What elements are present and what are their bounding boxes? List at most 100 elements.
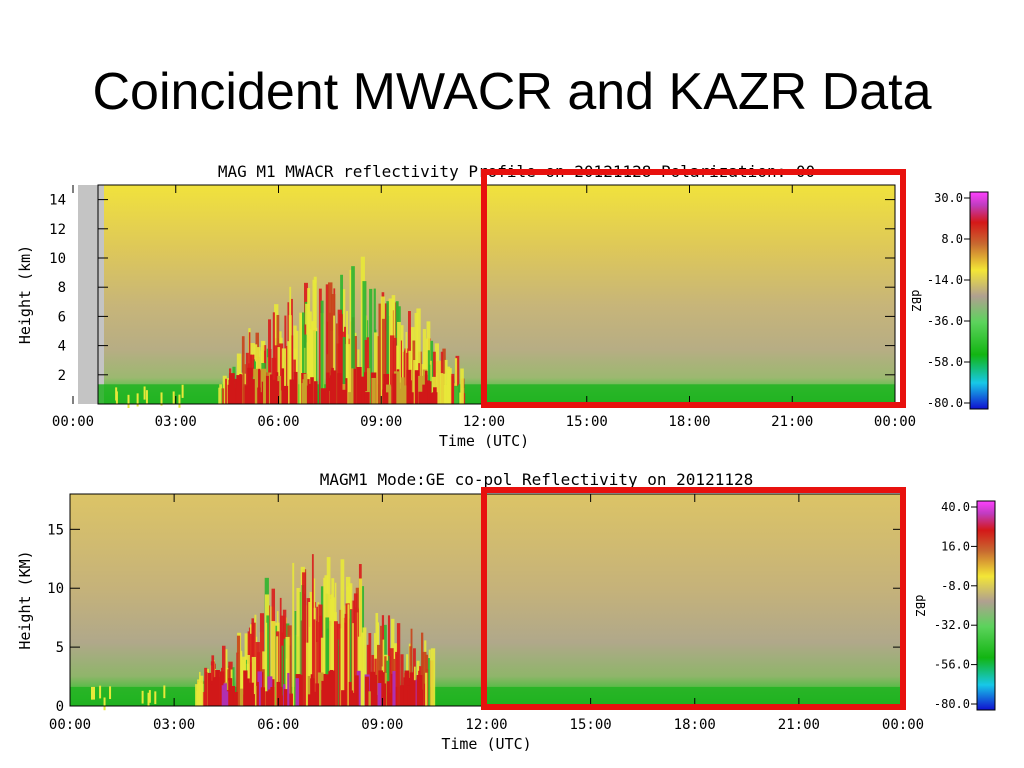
colorbar-tick-label: 30.0 xyxy=(934,191,963,205)
echo-core xyxy=(374,674,378,706)
echo-core xyxy=(418,375,424,404)
y-tick-label: 6 xyxy=(58,309,66,325)
echo-core xyxy=(263,374,266,404)
echo-streak xyxy=(335,323,338,404)
colorbar-tick-label: -36.0 xyxy=(927,314,963,328)
echo-core xyxy=(399,685,404,706)
echo-streak xyxy=(395,651,399,706)
echo-core xyxy=(258,392,263,404)
echo-streak xyxy=(195,684,199,706)
echo-streak xyxy=(318,288,322,404)
echo-streak xyxy=(378,303,383,404)
y-tick-label: 12 xyxy=(49,222,66,238)
echo-core xyxy=(260,687,266,706)
echo-core xyxy=(364,676,369,706)
echo-core xyxy=(247,367,253,404)
echo-core xyxy=(348,681,352,706)
echo-streak xyxy=(344,622,347,706)
echo-streak xyxy=(301,312,305,404)
x-tick-label: 12:00 xyxy=(465,717,507,733)
echo-streak xyxy=(389,335,395,404)
x-tick-label: 00:00 xyxy=(882,717,924,733)
echo-core xyxy=(282,385,289,404)
x-axis-label: Time (UTC) xyxy=(439,432,529,450)
echo-streak xyxy=(259,613,265,706)
echo-core xyxy=(368,691,371,706)
echo-streak xyxy=(320,637,325,706)
echo-core xyxy=(394,371,400,404)
echo-streak xyxy=(277,347,281,404)
echo-streak xyxy=(369,288,373,404)
echo-core xyxy=(382,389,386,404)
echo-core xyxy=(406,369,412,404)
colorbar-label: dBZ xyxy=(913,595,927,617)
echo-core xyxy=(350,692,357,706)
x-tick-label: 00:00 xyxy=(874,414,916,430)
echo-streak xyxy=(444,359,448,404)
echo-streak xyxy=(351,266,355,404)
kazr-chart: MAGM1 Mode:GE co-pol Reflectivity on 201… xyxy=(16,470,996,753)
x-tick-label: 15:00 xyxy=(570,717,612,733)
echo-core xyxy=(392,373,397,404)
echo-streak xyxy=(251,656,257,706)
echo-core xyxy=(341,690,347,706)
echo-streak xyxy=(265,622,268,706)
echo-core xyxy=(350,368,354,404)
echo-core xyxy=(418,391,423,404)
echo-streak xyxy=(268,605,271,706)
echo-core xyxy=(301,383,304,404)
echo-core xyxy=(236,375,243,404)
echo-core xyxy=(367,368,371,404)
echo-core xyxy=(424,370,428,404)
echo-core xyxy=(228,678,233,706)
echo-core xyxy=(377,683,382,706)
echo-cell xyxy=(141,690,144,704)
echo-core xyxy=(243,670,248,706)
echo-streak xyxy=(362,281,367,404)
echo-streak xyxy=(374,332,378,404)
y-tick-label: 14 xyxy=(49,193,66,209)
echo-streak xyxy=(299,312,304,404)
colorbar-tick-label: -14.0 xyxy=(927,273,963,287)
echo-streak xyxy=(353,593,358,706)
colorbar-tick-label: -80.0 xyxy=(927,396,963,410)
echo-streak xyxy=(325,284,329,404)
echo-core xyxy=(270,379,277,404)
echo-core xyxy=(320,388,327,404)
echo-core xyxy=(228,381,233,404)
echo-core xyxy=(328,671,333,706)
echo-core xyxy=(258,368,261,404)
echo-core xyxy=(289,379,295,404)
y-tick-label: 15 xyxy=(47,522,64,538)
echo-streak xyxy=(380,625,383,706)
echo-core xyxy=(299,674,303,706)
colorbar-label: dBZ xyxy=(909,290,923,312)
echo-streak xyxy=(285,636,290,706)
echo-core xyxy=(410,684,416,706)
echo-streak xyxy=(291,335,294,404)
reflectivity-field xyxy=(98,185,895,404)
echo-streak xyxy=(434,343,439,404)
echo-streak xyxy=(420,632,424,706)
echo-cell xyxy=(160,392,163,406)
echo-streak xyxy=(288,315,292,404)
echo-core xyxy=(383,374,387,404)
echo-core xyxy=(308,694,312,706)
x-tick-label: 00:00 xyxy=(49,717,91,733)
echo-streak xyxy=(336,623,341,706)
x-tick-label: 18:00 xyxy=(668,414,710,430)
echo-core xyxy=(392,670,396,706)
echo-cell xyxy=(92,686,95,700)
echo-core xyxy=(265,691,270,706)
colorbar xyxy=(976,500,996,711)
echo-streak xyxy=(442,373,447,404)
echo-core xyxy=(422,384,426,404)
echo-core xyxy=(363,372,370,404)
echo-core xyxy=(317,672,324,706)
echo-streak xyxy=(386,301,389,404)
y-tick-label: 0 xyxy=(56,699,64,715)
echo-streak xyxy=(425,672,428,706)
echo-streak xyxy=(382,318,386,404)
echo-cell xyxy=(103,697,106,711)
echo-core xyxy=(430,392,434,404)
